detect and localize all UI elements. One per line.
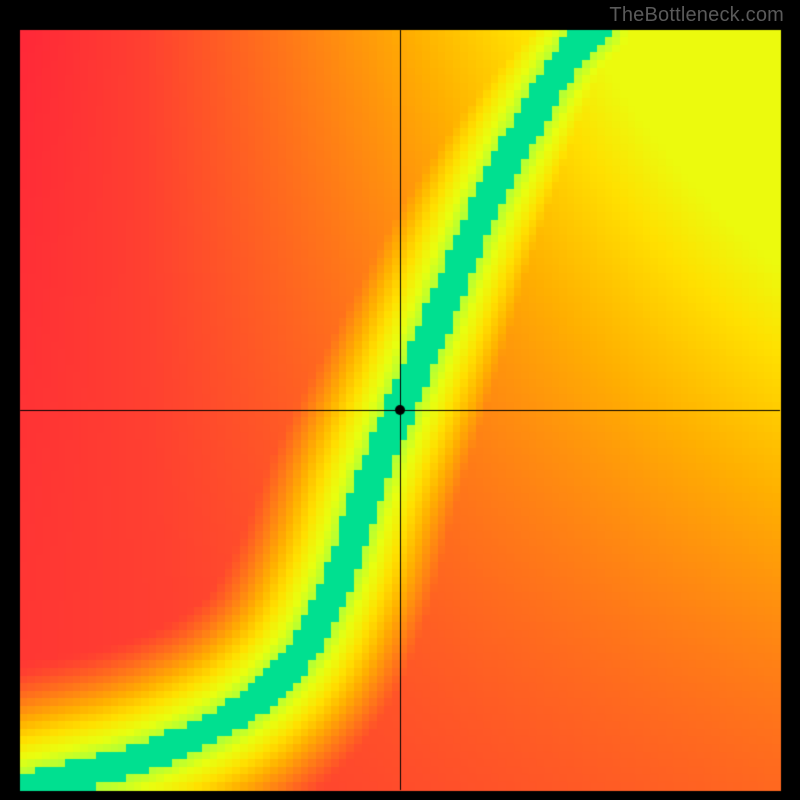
watermark-text: TheBottleneck.com	[609, 4, 784, 27]
chart-container: TheBottleneck.com	[0, 0, 800, 800]
crosshair-overlay	[0, 0, 800, 800]
